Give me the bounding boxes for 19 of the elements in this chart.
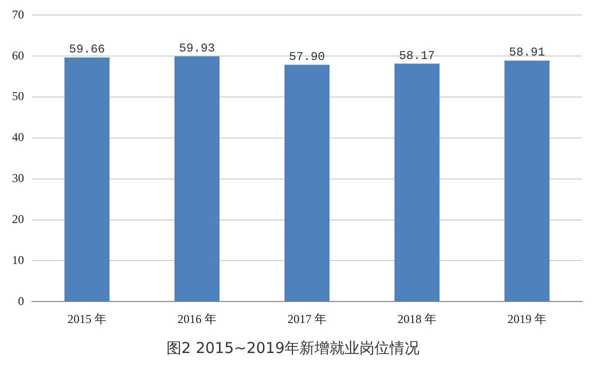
y-tick-label: 30 xyxy=(12,171,24,186)
data-label: 59.93 xyxy=(178,42,216,56)
y-tick-label: 20 xyxy=(12,212,24,226)
text: 图2 2015~2019年新增就业岗位情况 xyxy=(166,338,420,357)
y-tick-label: 0 xyxy=(18,294,24,308)
x-tick-label: 2015 年 xyxy=(68,312,106,326)
y-tick-label: 10 xyxy=(12,252,24,267)
y-tick-label: 60 xyxy=(12,48,24,62)
x-tick-label: 2017 年 xyxy=(288,312,326,326)
data-label: 58.17 xyxy=(398,48,436,63)
x-tick-label: 2016 年 xyxy=(178,312,216,326)
x-tick-label: 2018 年 xyxy=(398,312,436,326)
data-label: 59.66 xyxy=(68,42,106,57)
y-tick-label: 70 xyxy=(12,7,24,22)
y-tick-label: 40 xyxy=(12,130,24,144)
y-tick-label: 50 xyxy=(12,89,24,104)
x-tick-label: 2019 年 xyxy=(508,312,546,326)
data-label: 57.90 xyxy=(288,50,326,64)
data-label: 58.91 xyxy=(508,46,546,60)
